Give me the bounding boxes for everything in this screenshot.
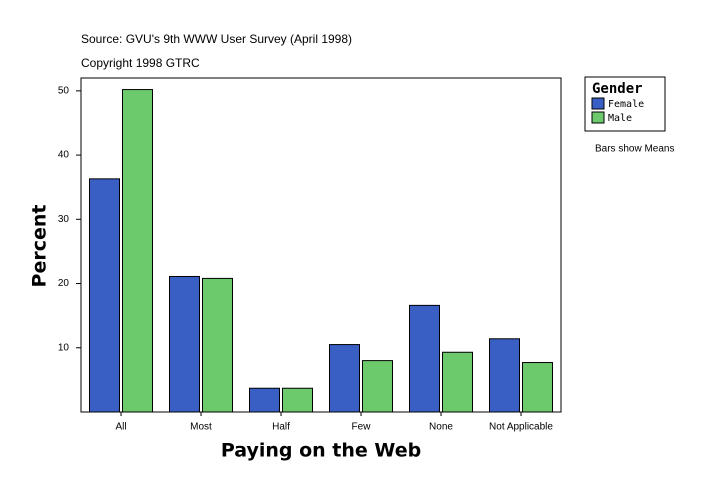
subtitle: Copyright 1998 GTRC (81, 56, 200, 70)
y-axis-label: Percent (29, 205, 51, 288)
legend-label: Male (608, 113, 632, 124)
x-tick-label: All (115, 422, 126, 433)
y-tick-label: 50 (58, 85, 70, 96)
y-tick-label: 30 (58, 214, 70, 225)
bar (489, 338, 520, 413)
y-tick-label: 20 (58, 278, 70, 289)
bar (122, 89, 153, 413)
x-tick-label: Not Applicable (489, 422, 553, 433)
bar (409, 304, 440, 413)
x-tick-label: Half (272, 422, 290, 433)
x-tick-label: Most (190, 422, 212, 433)
subtitle: Source: GVU's 9th WWW User Survey (April… (81, 32, 352, 46)
x-tick-label: None (429, 422, 453, 433)
plot-frame (80, 77, 562, 413)
bar (249, 387, 280, 413)
legend-title: Gender (592, 81, 643, 97)
bar (202, 277, 233, 413)
y-tick-label: 10 (58, 342, 70, 353)
bar (522, 362, 553, 413)
legend-swatch (591, 111, 605, 124)
bar (169, 275, 200, 413)
bar (282, 387, 313, 413)
bar (89, 178, 120, 413)
bar (362, 360, 393, 413)
x-axis-label: Paying on the Web (221, 440, 421, 462)
y-tick-label: 40 (58, 150, 70, 161)
x-tick-label: Few (352, 422, 372, 433)
legend-label: Female (608, 99, 644, 110)
bar (442, 351, 473, 413)
annotation: Bars show Means (595, 144, 674, 155)
bar (329, 344, 360, 413)
legend-swatch (591, 97, 605, 110)
